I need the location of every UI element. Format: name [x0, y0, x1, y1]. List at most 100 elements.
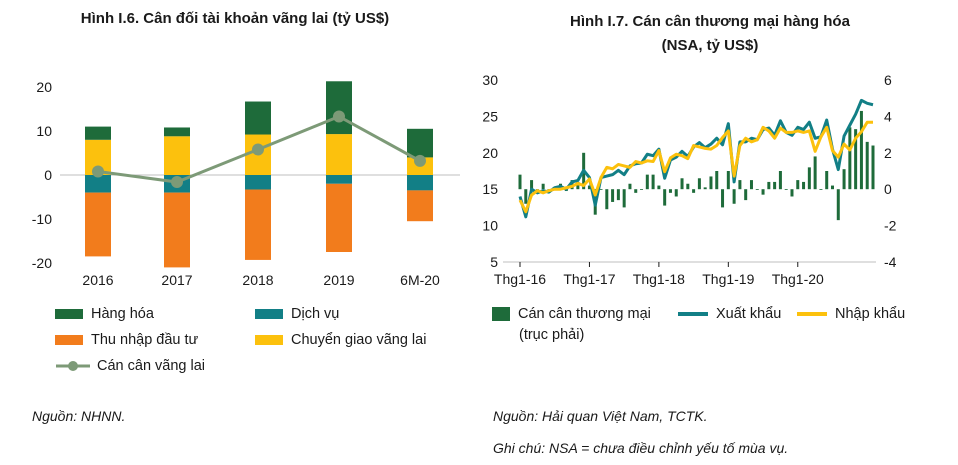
trade-balance-bar [738, 180, 742, 190]
note-right: Ghi chú: NSA = chưa điều chỉnh yếu tố mù… [493, 440, 789, 456]
legend-imports: Nhập khẩu [797, 306, 905, 322]
trade-balance-bar [530, 180, 534, 190]
legend-goods-label: Hàng hóa [91, 306, 154, 322]
bar-segment [245, 189, 271, 260]
trade-balance-bar [778, 171, 782, 190]
legend-trade-balance-label: Cán cân thương mại [518, 306, 651, 322]
legend-exports-swatch [678, 312, 708, 317]
legend-trade-balance-note: (trục phải) [519, 327, 585, 343]
trade-balance-bar [709, 176, 713, 190]
trade-balance-bar [859, 110, 863, 190]
right-y-tick-label: -4 [884, 254, 897, 270]
right-chart-title: Hình I.7. Cán cân thương mại hàng hóa (N… [490, 10, 930, 58]
trade-balance-bar [796, 180, 800, 190]
imports-line [518, 120, 873, 214]
trade-balance-bar [726, 171, 730, 190]
legend-services-swatch [255, 309, 283, 320]
trade-balance-bar [524, 189, 528, 204]
legend-transfers-swatch [255, 335, 283, 346]
legend-imports-swatch [797, 312, 827, 317]
trade-balance-bar [721, 189, 725, 208]
trade-balance-bar [784, 189, 788, 190]
legend-trade-balance-swatch [492, 307, 510, 322]
left-y-tick-label: 30 [482, 72, 498, 88]
current-account-chart: -20 -10 0 10 20 2016 2017 2018 2019 6M-20 [32, 79, 460, 288]
x-tick-label: Thg1-17 [563, 271, 615, 287]
legend-goods-swatch [55, 309, 83, 320]
trade-balance-bar [848, 127, 852, 190]
trade-balance-bar [819, 189, 823, 190]
exports-line [518, 98, 874, 219]
left-y-tick-label: 5 [490, 254, 498, 270]
legend-imports-label: Nhập khẩu [835, 306, 906, 322]
x-tick-label: 2018 [242, 272, 273, 288]
trade-balance-bar [518, 174, 522, 190]
trade-balance-bar [651, 174, 655, 190]
trade-balance-bar [692, 189, 696, 193]
trade-balance-bar [541, 183, 545, 190]
trade-balance-bar [674, 189, 678, 197]
trade-balance-bar [616, 189, 620, 201]
left-y-tick-label: 25 [482, 108, 498, 124]
left-y-tick-label: 20 [482, 145, 498, 161]
right-chart-title-line2: (NSA, tỷ US$) [661, 37, 759, 54]
x-tick-label: Thg1-19 [702, 271, 754, 287]
trade-balance-bar [854, 129, 858, 190]
trade-balance-bar [605, 189, 609, 210]
source-right: Nguồn: Hải quan Việt Nam, TCTK. [493, 408, 708, 424]
trade-balance-bar [599, 189, 603, 190]
left-chart-title: Hình I.6. Cân đối tài khoản vãng lai (tỷ… [80, 10, 390, 27]
bar-segment [245, 175, 271, 190]
current-account-point [252, 143, 264, 156]
trade-balance-bar [663, 189, 667, 206]
trade-balance-bar [587, 185, 591, 190]
trade-balance-bar [680, 178, 684, 190]
trade-balance-bar [732, 189, 736, 204]
trade-balance-bar [657, 185, 661, 190]
legend-services-label: Dịch vụ [291, 306, 340, 322]
bar-segment [164, 192, 190, 268]
x-tick-label: Thg1-18 [633, 271, 685, 287]
trade-balance-bar [813, 156, 817, 190]
bar-segment [407, 175, 433, 191]
left-y-tick-label: 15 [482, 181, 498, 197]
trade-balance-bar [807, 167, 811, 190]
left-y-tick-label: 10 [482, 218, 498, 234]
trade-balance-bar [830, 185, 834, 190]
legend-transfers-label: Chuyển giao vãng lai [291, 332, 427, 348]
trade-balance-bar [645, 174, 649, 190]
current-account-point [414, 154, 426, 167]
legend-income-label: Thu nhập đầu tư [91, 332, 199, 348]
trade-balance-bar [749, 180, 753, 190]
bar-segment [407, 190, 433, 222]
legend-services: Dịch vụ [255, 306, 339, 322]
y-tick-label: -10 [32, 211, 52, 227]
bar-segment [85, 175, 111, 193]
trade-balance-bar [640, 189, 644, 190]
trade-balance-bar [634, 189, 638, 193]
legend-goods: Hàng hóa [55, 306, 154, 322]
right-y-tick-label: -2 [884, 218, 897, 234]
y-tick-label: -20 [32, 255, 52, 271]
trade-balance-bar [703, 187, 707, 190]
trade-balance-bar [761, 189, 765, 195]
trade-balance-bar [715, 171, 719, 190]
right-y-tick-label: 2 [884, 145, 892, 161]
trade-balance-bar [802, 181, 806, 190]
legend-income-swatch [55, 335, 83, 346]
x-tick-label: 2019 [323, 272, 354, 288]
trade-balance-bar [865, 141, 869, 190]
legend-transfers: Chuyển giao vãng lai [255, 332, 426, 348]
right-chart-title-line1: Hình I.7. Cán cân thương mại hàng hóa [570, 13, 850, 30]
bar-segment [326, 81, 352, 135]
bar-segment [326, 175, 352, 184]
x-tick-label: 2016 [82, 272, 113, 288]
bar-segment [407, 128, 433, 158]
legend-current-account: Cán cân vãng lai [55, 358, 205, 374]
trade-balance-bar [755, 189, 759, 190]
trade-balance-bar [697, 178, 701, 190]
x-tick-label: Thg1-20 [772, 271, 824, 287]
bar-segment [85, 192, 111, 257]
trade-balance-bar [611, 189, 615, 202]
right-y-tick-label: 4 [884, 108, 892, 124]
